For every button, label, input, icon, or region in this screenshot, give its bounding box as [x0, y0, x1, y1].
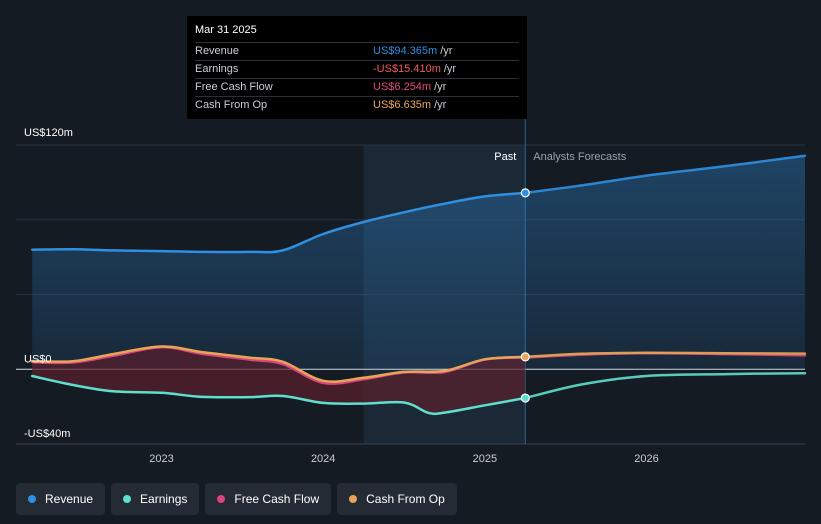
legend-label: Revenue — [45, 492, 94, 506]
tooltip-value: US$94.365m — [373, 45, 438, 57]
legend-label: Free Cash Flow — [234, 492, 320, 506]
legend-item-free-cash-flow[interactable]: Free Cash Flow — [205, 483, 332, 515]
legend-item-revenue[interactable]: Revenue — [16, 483, 106, 515]
x-axis-label: 2026 — [634, 453, 658, 465]
legend-dot-icon — [123, 495, 132, 503]
cash-from-op-marker — [520, 352, 530, 362]
tooltip-date: Mar 31 2025 — [195, 24, 257, 36]
tooltip-unit: /yr — [434, 99, 447, 111]
tooltip-row-revenue: Revenue US$94.365m /yr — [195, 42, 519, 60]
legend-item-cash-from-op[interactable]: Cash From Op — [337, 483, 457, 515]
revenue-line-forecast — [524, 154, 807, 195]
tooltip-row-free-cash-flow: Free Cash Flow US$6.254m /yr — [195, 78, 519, 96]
legend-item-earnings[interactable]: Earnings — [111, 483, 200, 515]
tooltip-row-cash-from-op: Cash From Op US$6.635m /yr — [195, 96, 519, 114]
earnings-line-past — [30, 374, 527, 416]
tooltip-label: Revenue — [195, 45, 240, 57]
data-tooltip: Mar 31 2025 Revenue US$94.365m /yr Earni… — [187, 16, 527, 119]
revenue-marker — [520, 188, 530, 198]
tooltip-label: Free Cash Flow — [195, 81, 273, 93]
y-axis-label: US$120m — [24, 127, 73, 139]
tooltip-label: Cash From Op — [195, 99, 268, 111]
x-axis-label: 2023 — [149, 453, 173, 465]
cash-from-op-line-forecast — [524, 351, 807, 359]
revenue-line-past — [30, 191, 527, 254]
x-axis-label: 2025 — [473, 453, 497, 465]
y-axis-label: US$0 — [24, 353, 52, 365]
forecast-label: Analysts Forecasts — [533, 151, 626, 163]
earnings-loss-area — [32, 346, 526, 414]
tooltip-value: -US$15.410m — [373, 63, 441, 75]
earnings-line-forecast — [524, 371, 807, 400]
legend-dot-icon — [28, 495, 36, 503]
y-axis-label: -US$40m — [24, 428, 70, 440]
tooltip-value: US$6.254m — [373, 81, 432, 93]
tooltip-unit: /yr — [440, 45, 453, 57]
cash-from-op-line-past — [30, 345, 527, 383]
tooltip-value: US$6.635m — [373, 99, 432, 111]
chart-legend: Revenue Earnings Free Cash Flow Cash Fro… — [16, 483, 457, 515]
past-label: Past — [494, 151, 516, 163]
tooltip-unit: /yr — [434, 81, 447, 93]
tooltip-unit: /yr — [443, 63, 457, 75]
x-axis-label: 2024 — [311, 453, 335, 465]
legend-dot-icon — [217, 495, 226, 503]
legend-dot-icon — [349, 495, 358, 503]
tooltip-label: Earnings — [195, 63, 239, 75]
tooltip-row-earnings: Earnings -US$15.410m /yr — [195, 60, 519, 78]
legend-label: Earnings — [140, 492, 188, 506]
revenue-area — [32, 155, 805, 370]
legend-label: Cash From Op — [366, 492, 445, 506]
earnings-marker — [520, 393, 530, 403]
